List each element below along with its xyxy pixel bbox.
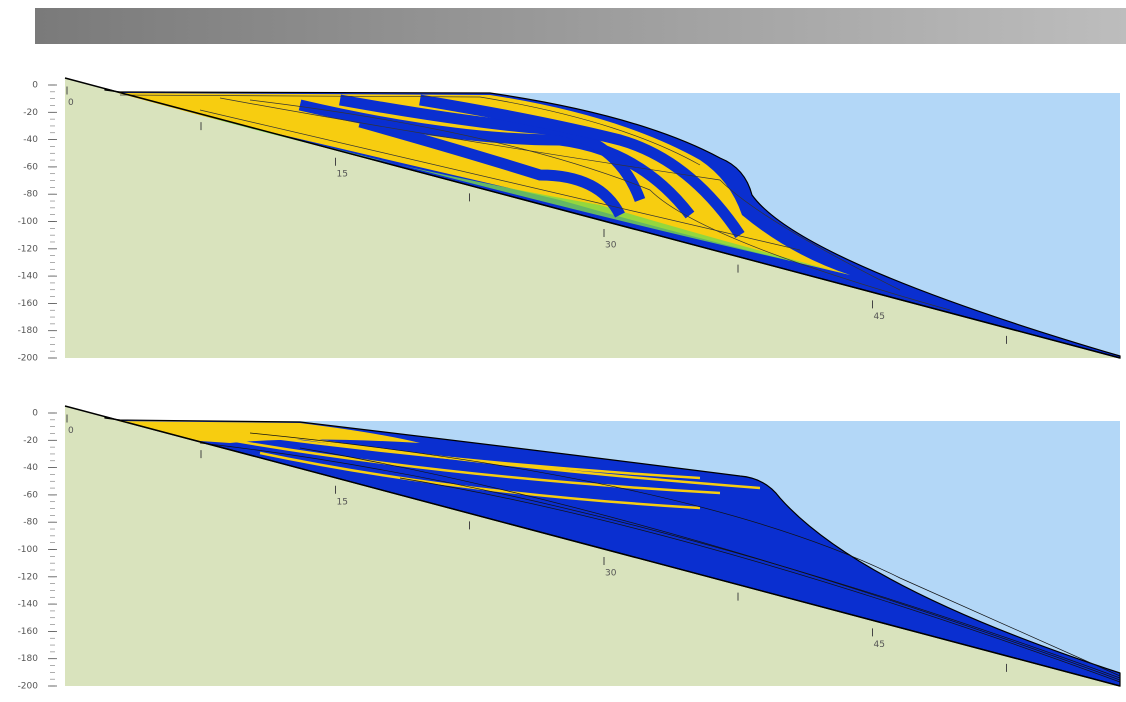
y-tick-label: 0	[32, 409, 38, 419]
y-tick-label: -120	[18, 244, 39, 254]
y-tick-label: -100	[18, 545, 39, 555]
y-tick-label: -20	[23, 436, 38, 446]
y-tick-label: -200	[18, 682, 39, 692]
y-tick-label: -20	[23, 108, 38, 118]
distance-label: 15	[337, 169, 348, 179]
y-tick-label: -60	[23, 162, 38, 172]
header-bar	[35, 8, 1126, 44]
y-tick-label: -40	[23, 463, 38, 473]
distance-label: 30	[605, 569, 617, 579]
panel: 0 -20 -40 -60 -80 -100 -120 -140 -160 -180 -200 0 15…	[18, 78, 1120, 364]
distance-label: 15	[337, 497, 348, 507]
y-tick-label: -200	[18, 354, 39, 364]
panel: 0 -20 -40 -60 -80 -100 -120 -140 -160 -180 -200 0 15…	[18, 406, 1120, 692]
distance-label: 0	[68, 426, 74, 436]
y-tick-label: -160	[18, 299, 39, 309]
distance-label: 45	[874, 312, 885, 322]
y-tick-label: -160	[18, 627, 39, 637]
y-tick-label: -180	[18, 326, 39, 336]
y-tick-label: -120	[18, 572, 39, 582]
y-tick-label: -80	[23, 190, 38, 200]
y-tick-label: 0	[32, 81, 38, 91]
y-tick-label: -100	[18, 217, 39, 227]
figure: 0-20-40-60-80-100-120-140-160-180-200015…	[0, 0, 1126, 702]
y-tick-label: -40	[23, 135, 38, 145]
y-tick-label: -140	[18, 600, 39, 610]
distance-label: 30	[605, 241, 617, 251]
y-tick-label: -140	[18, 272, 39, 282]
y-tick-label: -180	[18, 654, 39, 664]
distance-label: 0	[68, 98, 74, 108]
y-tick-label: -60	[23, 490, 38, 500]
y-tick-label: -80	[23, 518, 38, 528]
distance-label: 45	[874, 640, 885, 650]
